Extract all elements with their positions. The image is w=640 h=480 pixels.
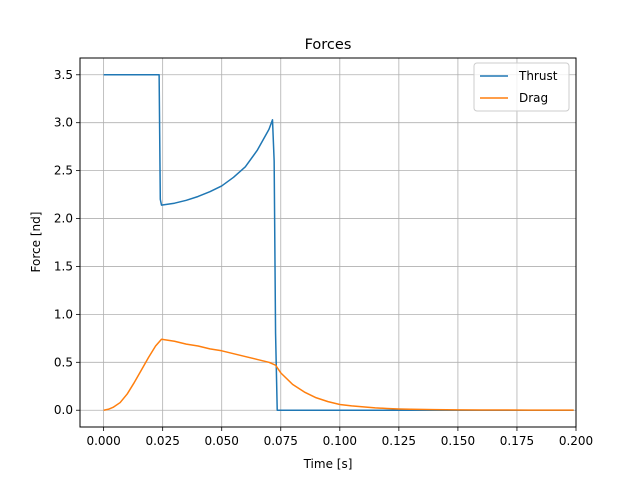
- x-tick-label: 0.125: [382, 434, 416, 448]
- y-tick-label: 1.0: [54, 307, 73, 321]
- chart-title: Forces: [305, 37, 352, 53]
- series-lines: [103, 74, 574, 411]
- x-axis-ticks: 0.000 0.025 0.050 0.075 0.100 0.125 0.150 0.175…: [86, 427, 593, 448]
- legend-label-drag: Drag: [519, 91, 548, 105]
- series-line-thrust: [103, 74, 574, 411]
- y-tick-label: 3.0: [54, 116, 73, 130]
- series-line-drag: [103, 338, 574, 411]
- y-tick-label: 3.5: [54, 68, 73, 82]
- x-tick-label: 0.200: [559, 434, 593, 448]
- y-tick-label: 2.0: [54, 212, 73, 226]
- y-tick-label: 2.5: [54, 164, 73, 178]
- x-tick-label: 0.000: [86, 434, 120, 448]
- legend-box: [473, 62, 570, 112]
- x-tick-label: 0.175: [500, 434, 534, 448]
- x-axis-label: Time [s]: [303, 457, 353, 471]
- y-tick-label: 0.5: [54, 355, 73, 369]
- y-tick-label: 0.0: [54, 403, 73, 417]
- x-tick-label: 0.150: [441, 434, 475, 448]
- x-tick-label: 0.025: [145, 434, 179, 448]
- x-tick-label: 0.050: [205, 434, 239, 448]
- legend: Thrust Drag: [473, 62, 570, 112]
- plot-frame: [79, 57, 577, 428]
- legend-label-thrust: Thrust: [518, 69, 558, 83]
- y-axis-ticks: 0.0 0.5 1.0 1.5 2.0 2.5 3.0 3.5: [54, 68, 80, 417]
- x-tick-label: 0.075: [264, 434, 298, 448]
- y-tick-label: 1.5: [54, 259, 73, 273]
- y-axis-label: Force [nd]: [29, 212, 43, 273]
- x-tick-label: 0.100: [323, 434, 357, 448]
